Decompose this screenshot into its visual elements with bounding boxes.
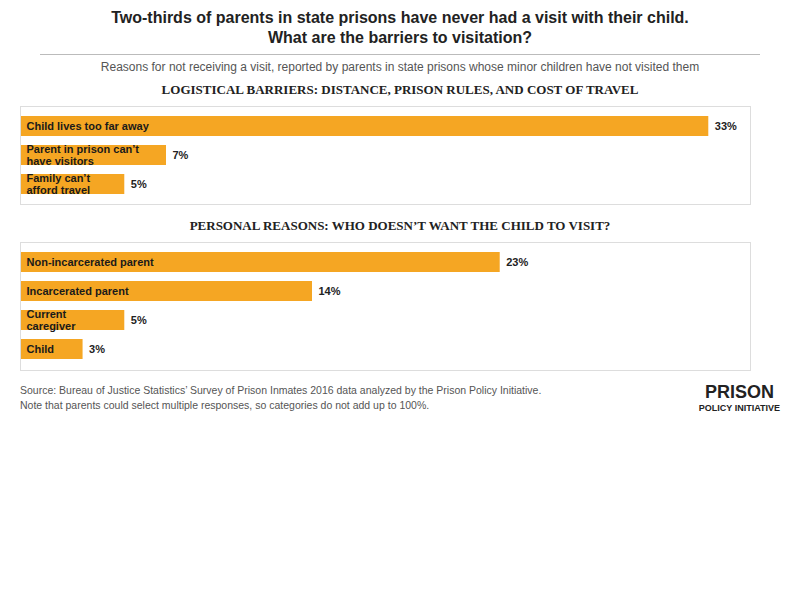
svg-text:5%: 5% [131,178,147,190]
svg-text:5%: 5% [131,314,147,326]
svg-text:Child: Child [27,343,55,355]
svg-text:23%: 23% [506,256,528,268]
html-text:PRISON: PRISON [704,382,774,402]
svg-text:Family can’tafford travel: Family can’tafford travel [27,172,91,196]
svg-text:Incarcerated parent: Incarcerated parent [27,285,129,297]
svg-text:Child lives too far away: Child lives too far away [27,120,150,132]
svg-text:33%: 33% [715,120,737,132]
html-text:PERSONAL REASONS: WHO DOESN’T: PERSONAL REASONS: WHO DOESN’T WANT THE C… [189,218,611,233]
html-text:What are the barriers to visit: What are the barriers to visitation? [268,29,532,46]
html-text:Two-thirds of parents in state: Two-thirds of parents in state prisons h… [111,9,689,26]
html-text:LOGISTICAL BARRIERS: DISTANCE,: LOGISTICAL BARRIERS: DISTANCE, PRISON RU… [161,82,639,97]
svg-text:14%: 14% [319,285,341,297]
html-text:Note that parents could select: Note that parents could select multiple … [20,398,430,411]
svg-text:Parent in prison can’thave vis: Parent in prison can’thave visitors [27,143,140,167]
html-text:POLICY INITIATIVE: POLICY INITIATIVE [698,403,780,413]
html-text:Source: Bureau of Justice Stat: Source: Bureau of Justice Statistics’ Su… [20,383,542,396]
svg-text:Currentcaregiver: Currentcaregiver [27,308,77,332]
svg-text:Non-incarcerated parent: Non-incarcerated parent [27,256,154,268]
html-text:Reasons for not receiving a vi: Reasons for not receiving a visit, repor… [100,60,700,74]
svg-text:7%: 7% [173,149,189,161]
svg-text:3%: 3% [89,343,105,355]
